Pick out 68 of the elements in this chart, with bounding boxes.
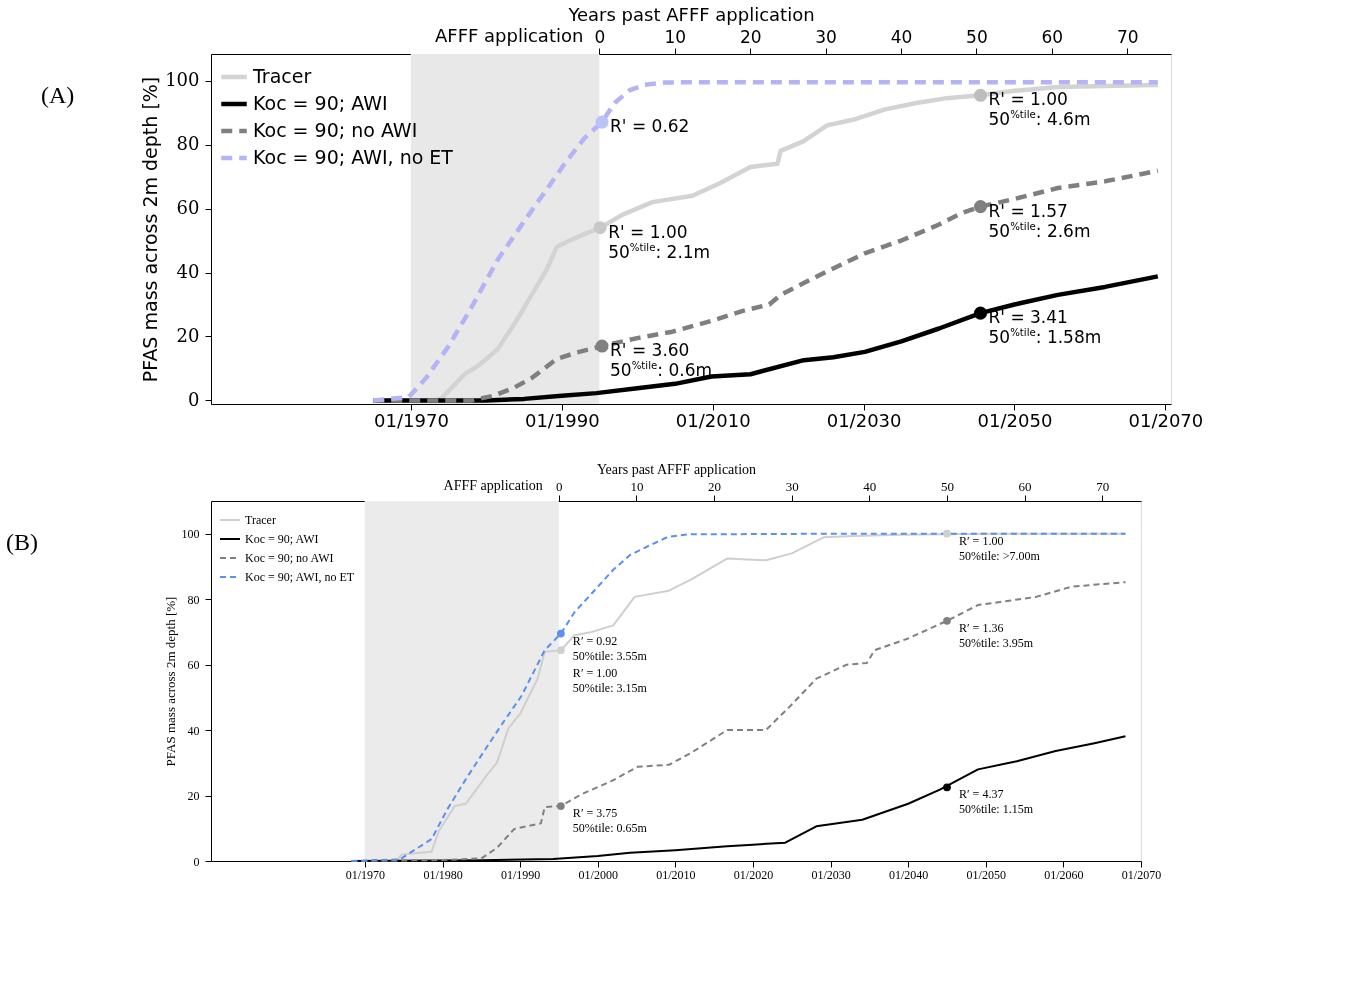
y-tick-label: 100 [181,527,200,542]
legend-label: Koc = 90; AWI, no ET [253,146,454,168]
y-axis-title: PFAS mass across 2m depth [%] [139,76,162,383]
legend-label: Tracer [252,65,312,87]
x-tick-label: 01/2010 [675,409,751,431]
x-tick-label: 01/2010 [656,867,696,882]
x2-tick-label: 70 [1116,26,1139,47]
y-tick-label: 60 [187,658,200,673]
annotation: R′ = 4.37 50%tile: 1.15m [958,787,1034,817]
x2-tick-label: 70 [1096,478,1110,494]
band-label: AFFF application [443,478,543,493]
y-tick-label: 80 [176,133,200,155]
x-tick-label: 01/1970 [374,409,449,431]
x2-axis-title: Years past AFFF application [596,461,757,477]
x-tick-label: 01/1990 [524,409,600,431]
legend-label: Tracer [245,513,276,527]
annotation: R′ = 1.00 50%tile: 3.15m [572,665,648,695]
legend-label: Koc = 90; AWI [245,532,319,546]
x2-tick-label: 0 [594,26,606,47]
x-tick-label: 01/2060 [1044,867,1084,882]
x-tick-label: 01/2020 [733,867,774,882]
legend-label: Koc = 90; no AWI [253,119,418,141]
annotation: R' = 0.62 [610,116,690,137]
x2-tick-label: 20 [739,26,762,47]
x2-tick-label: 0 [556,478,563,494]
annotation: R′ = 3.75 50%tile: 0.65m [572,806,648,836]
x2-tick-label: 50 [940,478,954,494]
y-tick-label: 100 [165,69,200,91]
x2-tick-label: 60 [1018,478,1032,494]
annotation: R′ = 1.36 50%tile: 3.95m [958,620,1034,650]
y-tick-label: 0 [193,854,200,869]
y-tick-label: 40 [176,261,200,283]
legend-label: Koc = 90; AWI, no ET [245,570,355,584]
text: (A) [41,82,75,108]
x-tick-label: 01/2030 [811,867,851,882]
x2-tick-label: 20 [708,478,722,494]
x-tick-label: 01/2030 [826,409,902,431]
x-tick-label: 01/1980 [423,867,463,882]
x-tick-label: 01/2040 [889,867,929,882]
y-tick-label: 20 [187,789,200,804]
band-label: AFFF application [434,25,584,46]
annotation: R′ = 0.92 50%tile: 3.55m [572,633,648,663]
x2-tick-label: 30 [785,478,799,494]
y-tick-label: 0 [188,388,200,410]
x2-tick-label: 40 [863,478,877,494]
y-tick-label: 60 [176,197,200,219]
x-tick-label: 01/2070 [1121,867,1162,882]
x-tick-label: 01/1970 [345,867,386,882]
x-tick-label: 01/2050 [977,409,1053,431]
legend-label: Koc = 90; AWI [253,92,388,114]
x-tick-label: 01/2000 [578,867,618,882]
annotation: R′ = 1.00 50%tile: >7.00m [958,533,1041,563]
x2-tick-label: 30 [815,26,837,47]
y-tick-label: 80 [187,592,200,607]
y-tick-label: 20 [176,325,200,346]
y-tick-label: 40 [187,723,200,738]
x2-tick-label: 10 [664,26,687,47]
x-tick-label: 01/1990 [500,867,541,882]
y-axis-title: PFAS mass across 2m depth [%] [162,596,178,767]
x2-tick-label: 60 [1041,26,1064,47]
x-tick-label: 01/2050 [966,867,1006,882]
legend-label: Koc = 90; no AWI [245,551,334,565]
x2-tick-label: 10 [630,478,644,494]
x2-tick-label: 40 [890,26,913,47]
text: (B) [6,529,38,555]
x2-tick-label: 50 [966,26,988,47]
x-tick-label: 01/2070 [1128,409,1204,431]
x2-axis-title: Years past AFFF application [567,3,815,25]
